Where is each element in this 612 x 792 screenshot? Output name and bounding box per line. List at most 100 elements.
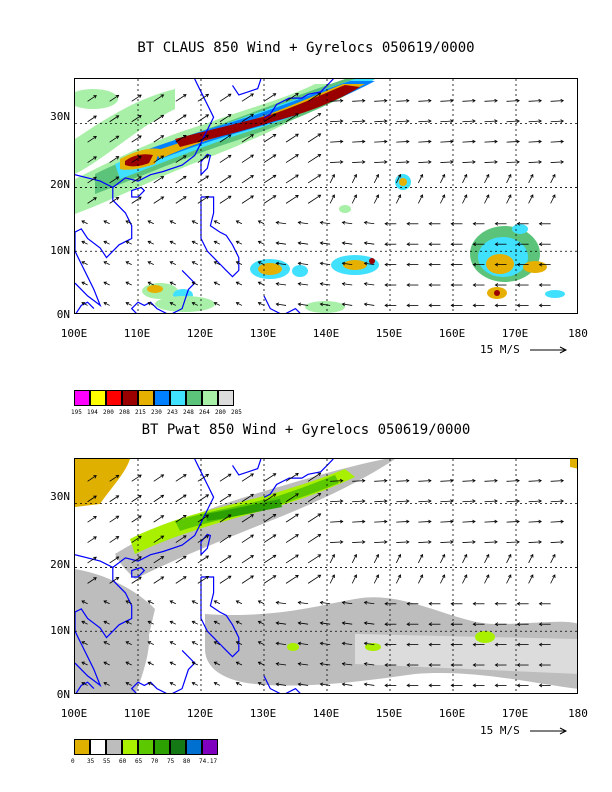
wind-vector xyxy=(307,513,321,523)
wind-arrowhead xyxy=(419,553,424,558)
wind-arrowhead xyxy=(384,303,388,308)
wind-arrowhead xyxy=(384,663,388,667)
colorbar-tick-label: 230 xyxy=(151,409,162,416)
wind-vector xyxy=(276,601,287,605)
wind-vector xyxy=(484,541,498,543)
wind-vector xyxy=(342,262,353,266)
wind-arrowhead xyxy=(227,154,232,159)
wind-arrowhead xyxy=(494,601,499,606)
wind-arrowhead xyxy=(297,302,302,307)
wind-arrowhead xyxy=(182,576,187,580)
wind-arrowhead xyxy=(169,641,174,645)
wind-vector xyxy=(175,474,187,482)
claus-wind-vectors xyxy=(81,92,565,308)
wind-vector xyxy=(307,194,321,204)
wind-vector xyxy=(330,141,343,143)
pwat-map-canvas xyxy=(75,459,577,693)
wind-arrowhead xyxy=(125,240,130,245)
wind-vector xyxy=(197,94,209,102)
wind-vector xyxy=(484,480,498,482)
wind-vector xyxy=(125,241,132,245)
wind-vector xyxy=(109,135,119,143)
colorbar-swatch xyxy=(74,739,90,755)
wind-arrowhead xyxy=(317,174,322,178)
wind-vector xyxy=(396,541,409,543)
wind-arrowhead xyxy=(319,241,324,246)
wind-vector xyxy=(197,155,209,163)
wind-vector xyxy=(298,221,309,225)
wind-vector xyxy=(528,500,542,503)
wind-arrowhead xyxy=(160,535,165,539)
wind-arrowhead xyxy=(272,473,277,477)
wind-vector xyxy=(125,220,132,225)
wind-vector xyxy=(276,262,287,266)
wind-arrowhead xyxy=(160,196,165,200)
wind-arrowhead xyxy=(494,119,498,124)
wind-arrowhead xyxy=(406,139,410,144)
wind-arrowhead xyxy=(275,261,280,266)
wind-arrowhead xyxy=(103,600,108,604)
wind-vector xyxy=(214,600,221,605)
wind-arrowhead xyxy=(103,620,108,625)
wind-arrowhead xyxy=(341,641,346,646)
wind-arrowhead xyxy=(428,98,432,103)
claus-coastline xyxy=(75,79,334,313)
wind-vector xyxy=(298,262,309,266)
wind-vector xyxy=(550,141,564,143)
wind-vector xyxy=(528,174,534,184)
wind-arrowhead xyxy=(331,173,335,178)
wind-vector xyxy=(241,473,254,482)
wind-arrowhead xyxy=(115,576,120,581)
wind-vector xyxy=(236,641,243,645)
wind-vector xyxy=(170,302,176,306)
wind-vector xyxy=(320,683,331,686)
wind-arrowhead xyxy=(494,221,499,226)
wind-vector xyxy=(109,556,119,564)
wind-vector xyxy=(153,474,164,482)
wind-arrowhead xyxy=(81,281,86,285)
wind-arrowhead xyxy=(361,519,366,524)
wind-vector xyxy=(131,495,142,503)
wind-arrowhead xyxy=(160,176,165,180)
wind-arrowhead xyxy=(516,478,520,483)
wind-arrowhead xyxy=(319,621,324,626)
wind-vector xyxy=(506,194,512,204)
wind-arrowhead xyxy=(516,283,521,287)
wind-vector xyxy=(550,480,564,482)
wind-vector xyxy=(528,141,542,143)
wind-arrowhead xyxy=(538,601,543,606)
wind-vector xyxy=(153,576,164,584)
colorbar-tick-label: 35 xyxy=(87,758,95,765)
wind-arrowhead xyxy=(169,240,174,245)
wind-arrowhead xyxy=(205,555,210,559)
pwat-shading xyxy=(75,459,577,693)
wind-vector xyxy=(214,682,221,686)
wind-vector xyxy=(241,175,254,184)
wind-vector xyxy=(417,554,423,564)
wind-arrowhead xyxy=(213,261,218,265)
wind-vector xyxy=(192,302,199,306)
colorbar-swatch xyxy=(138,390,154,406)
wind-arrowhead xyxy=(191,600,196,604)
wind-arrowhead xyxy=(115,196,120,201)
wind-vector xyxy=(81,661,88,666)
wind-vector xyxy=(374,500,387,503)
wind-arrowhead xyxy=(552,574,556,579)
wind-arrowhead xyxy=(397,553,402,558)
wind-arrowhead xyxy=(319,641,324,646)
wind-arrowhead xyxy=(339,478,344,483)
colorbar-tick-label: 248 xyxy=(183,409,194,416)
wind-vector xyxy=(550,100,564,102)
wind-vector xyxy=(241,514,254,523)
wind-arrowhead xyxy=(450,262,455,267)
wind-vector xyxy=(528,161,542,163)
wind-arrowhead xyxy=(406,160,410,164)
wind-vector xyxy=(147,261,154,265)
wind-arrowhead xyxy=(538,283,543,287)
wind-vector xyxy=(352,120,365,123)
wind-vector xyxy=(192,281,199,286)
wind-vector xyxy=(351,194,357,204)
wind-arrowhead xyxy=(450,642,455,647)
wind-vector xyxy=(462,574,468,584)
wind-vector xyxy=(351,174,357,184)
